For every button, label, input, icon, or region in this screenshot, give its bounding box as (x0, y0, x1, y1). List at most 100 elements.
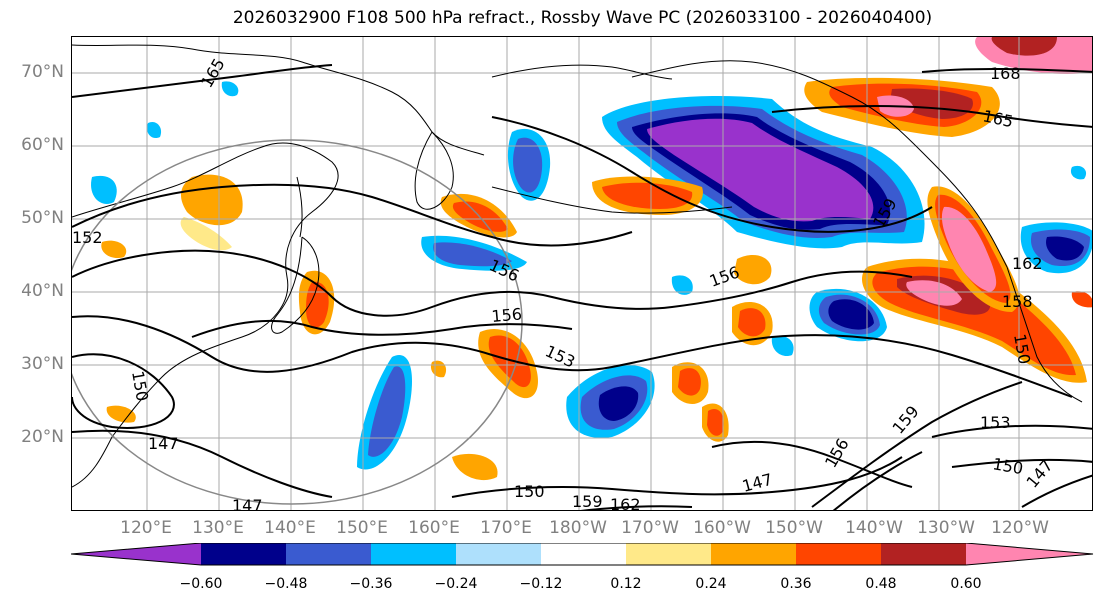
lon-label-120w: 120°W (991, 518, 1049, 538)
contour-label-147-a: 147 (148, 434, 179, 453)
colorbar-outline (71, 543, 1094, 566)
contour-label-153-b: 153 (980, 413, 1011, 432)
contour-156-middle (191, 319, 573, 338)
coastline-kamchatka (414, 131, 454, 210)
contour-168 (921, 67, 1092, 73)
anomaly-positive-siberia (180, 174, 243, 226)
contour-165-east (771, 105, 1092, 128)
coastline-asia-east (72, 142, 339, 488)
anomaly-positive-subtropical-a-core (678, 368, 701, 396)
anomaly-positive-small-6 (430, 360, 447, 378)
anomaly-negative-aleutian-west-core (513, 137, 543, 193)
map-panel[interactable]: 165 168 165 159 162 156 158 150 156 153 … (71, 36, 1093, 511)
colorbar-tick-048: 0.48 (865, 576, 897, 592)
coastlines (72, 44, 1083, 488)
colorbar-segment-4 (456, 543, 541, 565)
anomaly-positive-small-9 (1071, 291, 1092, 308)
lon-label-150w: 150°W (765, 518, 823, 538)
anomaly-negative-siberia (91, 175, 117, 205)
anomaly-positive-japan-core (306, 281, 329, 328)
coastline-north-america (1006, 266, 1083, 403)
colorbar-tick-m048: −0.48 (264, 576, 308, 592)
contour-label-168: 168 (990, 64, 1021, 83)
coastline-alaska (631, 60, 1008, 268)
contour-162-south (580, 505, 693, 510)
colorbar-tick-m060: −0.60 (179, 576, 223, 592)
contour-label-150-c: 150 (991, 454, 1024, 478)
anomaly-negative-far-east-inner (1046, 236, 1084, 261)
colorbar-tick-m012: −0.12 (519, 576, 563, 592)
lon-label-170e: 170°E (480, 518, 532, 538)
lon-label-130e: 130°E (192, 518, 244, 538)
contour-147 (72, 429, 333, 498)
lon-label-160w: 160°W (693, 518, 751, 538)
contours (72, 64, 1092, 510)
contour-label-165-e: 165 (981, 106, 1015, 131)
contour-label-159-b: 159 (572, 492, 603, 511)
contour-147-east (711, 440, 913, 488)
colorbar (71, 543, 1094, 566)
colorbar-segment-9 (881, 543, 966, 565)
colorbar-segment-10 (966, 543, 1093, 565)
contour-label-158: 158 (1002, 292, 1033, 311)
map-canvas: 165 168 165 159 162 156 158 150 156 153 … (72, 37, 1092, 511)
contour-label-156-b: 156 (491, 304, 523, 326)
anomaly-positive-ne-pacific-peak (906, 280, 962, 306)
contour-label-156-c: 156 (707, 262, 742, 290)
colorbar-tick-024: 0.24 (695, 576, 727, 592)
lon-label-160e: 160°E (408, 518, 460, 538)
anomaly-positive-150w-north (734, 255, 772, 285)
contour-label-162: 162 (1012, 254, 1043, 273)
anomaly-negative-japan-north-core (433, 242, 512, 267)
lat-label-40n: 40°N (21, 281, 64, 301)
anomaly-negative-small-10 (1070, 165, 1087, 180)
contour-147-far-east (1021, 474, 1092, 508)
anomaly-positive-small-4 (106, 405, 136, 423)
contour-label-152: 152 (72, 228, 103, 247)
lon-label-140w: 140°W (845, 518, 903, 538)
contour-label-156-d: 156 (821, 435, 853, 471)
contour-153-east (931, 424, 1092, 438)
anomaly-positive-top-right-b (991, 37, 1057, 56)
contour-159-east (811, 381, 1023, 508)
colorbar-segment-0 (71, 543, 201, 565)
contour-165-west (72, 64, 333, 98)
anomaly-positive-subtropical-b-core (707, 409, 724, 436)
colorbar-tick-060: 0.60 (950, 576, 982, 592)
lon-label-150e: 150°E (336, 518, 388, 538)
contour-label-150-a: 150 (1010, 332, 1034, 365)
anomaly-negative-small-2 (146, 121, 162, 139)
map-title: 2026032900 F108 500 hPa refract., Rossby… (232, 8, 933, 28)
coastline-japan (271, 236, 320, 334)
lat-label-30n: 30°N (21, 354, 64, 374)
anomaly-positive-bc-coast-peak (941, 206, 997, 292)
anomaly-negative-subtropical-peak (598, 386, 639, 421)
colorbar-tick-036: 0.36 (780, 576, 812, 592)
contour-156-east (832, 451, 923, 510)
colorbar-tick-012: 0.12 (610, 576, 642, 592)
lon-label-130w: 130°W (917, 518, 975, 538)
anomaly-negative-small-8 (771, 335, 794, 357)
colorbar-tick-m036: −0.36 (349, 576, 393, 592)
anomaly-negative-small-1 (221, 81, 239, 97)
coastline-sakhalin (296, 176, 303, 238)
contour-156-upper (72, 249, 913, 317)
contour-label-150-b: 150 (514, 482, 545, 501)
colorbar-segment-7 (711, 543, 796, 565)
coastline-asia-north (72, 44, 485, 156)
contour-label-150-d: 150 (128, 369, 152, 402)
contour-150 (72, 353, 175, 429)
colorbar-segment-8 (796, 543, 881, 565)
contour-153 (72, 315, 1073, 398)
coastline-aleutians (491, 186, 733, 214)
lat-label-70n: 70°N (21, 62, 64, 82)
coastline-arctic (491, 64, 673, 80)
anomaly-negative-bering-peak (647, 118, 874, 222)
lat-label-60n: 60°N (21, 135, 64, 155)
colorbar-tick-m024: −0.24 (434, 576, 478, 592)
colorbar-segment-5 (541, 543, 626, 565)
lon-label-180w: 180°W (549, 518, 607, 538)
anomaly-shading (91, 37, 1092, 481)
anomaly-positive-bering-core (602, 182, 693, 209)
colorbar-segment-2 (286, 543, 371, 565)
